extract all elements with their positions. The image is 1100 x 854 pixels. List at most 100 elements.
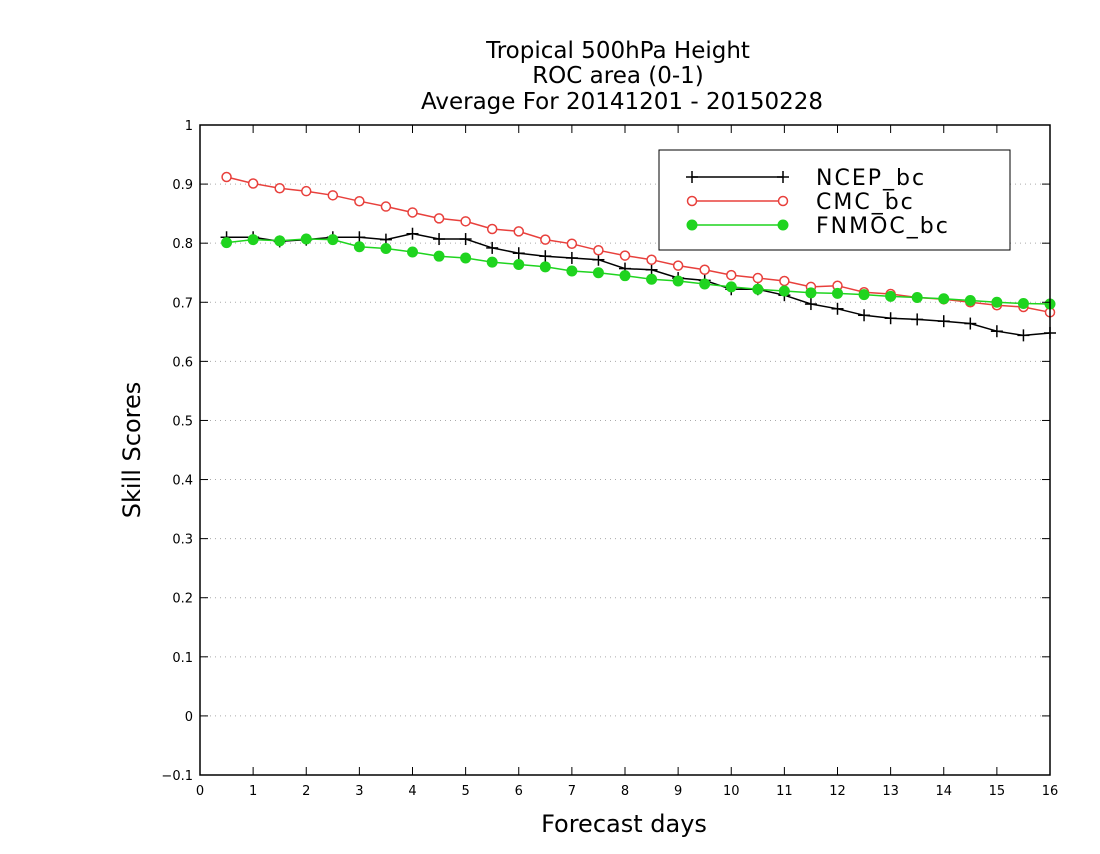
data-point (777, 219, 789, 231)
legend-box (658, 149, 1011, 251)
data-point (937, 315, 950, 328)
data-point (433, 250, 445, 262)
legend-item: FNMOC_bc (686, 214, 948, 239)
data-point (778, 285, 790, 297)
data-point (566, 238, 578, 250)
data-point (858, 309, 871, 322)
x-tick-label: 14 (935, 784, 952, 799)
data-point (777, 171, 789, 183)
data-point (460, 216, 471, 227)
data-point (964, 295, 976, 306)
data-point (565, 251, 578, 264)
y-tick-label: 0.9 (172, 178, 193, 193)
x-tick-label: 10 (723, 784, 740, 799)
data-point (686, 171, 698, 183)
series-FNMOC_bc (221, 233, 1056, 310)
data-point (686, 195, 698, 207)
data-point (539, 250, 552, 263)
data-point (593, 245, 604, 256)
data-point (460, 252, 472, 264)
data-point (805, 287, 817, 299)
data-point (407, 207, 418, 218)
y-tick-label: 0.4 (172, 474, 193, 489)
x-tick-label: 16 (1042, 784, 1059, 799)
grid-layer (200, 183, 1050, 717)
legend-label: NCEP_bc (816, 166, 926, 191)
data-point (221, 171, 232, 183)
data-point (725, 281, 737, 293)
data-point (1017, 329, 1030, 342)
chart-title-line-3: Average For 20141201 - 20150228 (421, 89, 823, 115)
data-point (247, 234, 259, 246)
x-tick-label: 11 (776, 784, 793, 799)
data-point (539, 261, 551, 273)
data-point (354, 195, 365, 207)
data-point (407, 246, 418, 258)
data-point (686, 219, 698, 231)
legend-item: NCEP_bc (686, 166, 926, 191)
data-point (752, 283, 764, 295)
data-point (911, 292, 923, 304)
data-point (699, 278, 711, 290)
x-tick-label: 3 (355, 784, 363, 799)
data-point (831, 302, 844, 315)
data-point (726, 269, 737, 281)
data-point (513, 258, 525, 270)
data-point (512, 247, 525, 260)
y-tick-label: 0.6 (172, 355, 193, 370)
data-point (433, 233, 446, 246)
data-point (592, 267, 604, 279)
data-point (964, 317, 977, 330)
data-point (566, 265, 578, 277)
x-tick-label: 6 (515, 784, 523, 799)
data-point (540, 234, 551, 245)
y-tick-label: 0 (185, 710, 193, 725)
data-point (433, 213, 445, 224)
data-point (247, 178, 259, 189)
data-point (486, 241, 499, 254)
data-point (752, 272, 764, 284)
x-tick-label: 9 (674, 784, 682, 799)
data-point (991, 296, 1003, 308)
data-point (486, 223, 498, 235)
y-tick-label: 0.8 (172, 237, 193, 252)
data-point (619, 250, 631, 261)
y-axis-label: Skill Scores (118, 382, 146, 519)
data-point (1017, 297, 1029, 309)
data-point (646, 273, 658, 285)
data-point (353, 241, 365, 253)
data-point (486, 256, 498, 268)
x-tick-label: 4 (408, 784, 416, 799)
data-point (459, 233, 472, 246)
data-point (777, 195, 789, 207)
data-point (779, 275, 790, 287)
data-point (406, 227, 419, 240)
data-point (221, 237, 233, 249)
data-point (380, 201, 392, 212)
y-tick-label: 0.1 (172, 651, 193, 666)
data-point (672, 260, 684, 271)
y-tick-label: 0.7 (172, 296, 193, 311)
data-point (274, 182, 285, 194)
legend-item: CMC_bc (686, 190, 913, 215)
x-tick-label: 2 (302, 784, 310, 799)
y-tick-label: −0.1 (161, 769, 193, 784)
chart-title-line-2: ROC area (0-1) (532, 63, 704, 89)
tick-layer: −0.100.10.20.30.40.50.60.70.80.910 1 2 3 4 5 6… (161, 119, 1058, 799)
x-tick-label: 8 (621, 784, 629, 799)
data-point (646, 254, 657, 265)
y-tick-label: 0.3 (172, 533, 193, 548)
data-point (911, 313, 924, 326)
data-point (592, 253, 605, 266)
data-point (884, 312, 897, 325)
data-point (699, 264, 710, 276)
x-tick-label: 1 (249, 784, 257, 799)
x-axis-label: Forecast days (541, 810, 707, 838)
data-point (672, 275, 684, 287)
data-point (619, 270, 631, 282)
x-tick-label: 7 (568, 784, 576, 799)
y-tick-label: 0.5 (172, 414, 193, 429)
data-point (274, 235, 286, 247)
x-tick-label: 13 (882, 784, 899, 799)
